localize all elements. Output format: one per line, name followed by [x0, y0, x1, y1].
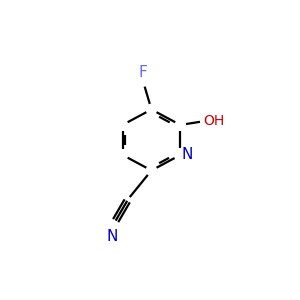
Text: N: N — [106, 229, 118, 244]
Text: OH: OH — [203, 115, 225, 128]
Text: N: N — [182, 148, 193, 163]
Text: F: F — [139, 65, 148, 80]
